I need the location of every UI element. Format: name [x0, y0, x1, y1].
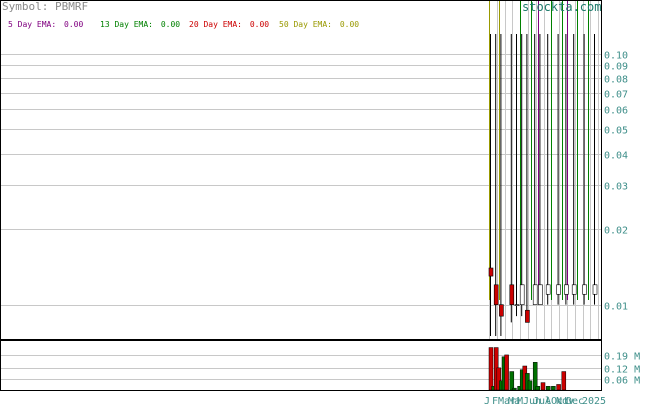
candlesticks [488, 34, 598, 336]
volume-bar [545, 386, 551, 391]
candle-body [488, 267, 494, 277]
ema-legend: 5 Day EMA: 0.00 13 Day EMA: 0.00 20 Day … [8, 20, 359, 29]
price-tick-label: 0.06 [604, 106, 628, 117]
price-axis: 0.100.09 0.08 0.07 0.06 0.05 0.04 0.03 0.02 0.01 [604, 51, 628, 313]
price-tick-label: 0.10 [604, 51, 628, 62]
legend-ema5-label: 5 Day EMA: [8, 20, 56, 29]
date-tick-label: J [484, 396, 490, 406]
price-tick-label: 0.01 [604, 302, 628, 313]
volume-bar [488, 347, 494, 391]
candle-body [499, 304, 504, 317]
volume-bar [512, 387, 517, 391]
candle-body [582, 284, 587, 295]
volume-bars [488, 347, 567, 391]
legend-ema13-label: 13 Day EMA: [100, 20, 153, 29]
candle-body [532, 284, 538, 305]
symbol-label: Symbol: PBMRF [2, 0, 88, 13]
candle-body [564, 284, 569, 295]
volume-axis: 0.19 M 0.12 M0.06 M [604, 352, 640, 387]
volume-bar [527, 380, 533, 391]
volume-bar [532, 362, 538, 391]
candle-body [592, 284, 598, 295]
candle-body [525, 309, 530, 323]
volume-bar [509, 371, 515, 391]
candle-body [514, 304, 520, 306]
volume-tick-label: 0.19 M [604, 352, 640, 363]
legend-ema50-label: 50 Day EMA: [279, 20, 332, 29]
price-tick-label: 0.08 [604, 75, 628, 86]
candle-body [538, 284, 543, 305]
volume-bar [496, 367, 502, 391]
legend-ema20-label: 20 Day EMA: [189, 20, 242, 29]
date-tick-label: Nov [556, 396, 574, 406]
volume-bar [551, 386, 556, 391]
date-tick-label: AOct [545, 396, 569, 406]
legend-ema20-value: 0.00 [250, 20, 269, 29]
candle-body [493, 284, 499, 305]
volume-bar [556, 384, 561, 391]
volume-bar [540, 382, 546, 391]
ema-lines [489, 1, 589, 300]
price-tick-label: 0.09 [604, 62, 628, 73]
legend-ema5: 5 Day EMA: 0.00 [8, 20, 83, 29]
volume-bar [535, 386, 541, 391]
price-tick-label: 0.03 [604, 182, 628, 193]
date-tick-label: MJun [517, 396, 541, 406]
legend-ema50-value: 0.00 [340, 20, 359, 29]
price-tick-label: 0.05 [604, 126, 628, 137]
price-tick-label: 0.04 [604, 151, 628, 162]
price-tick-label: 0.07 [604, 90, 628, 101]
candle-body [545, 284, 551, 295]
date-tick-label: Jul [533, 396, 551, 406]
legend-ema13-value: 0.00 [161, 20, 180, 29]
legend-ema5-value: 0.00 [64, 20, 83, 29]
date-tick-label: Ma [508, 396, 520, 406]
candle-body [519, 284, 525, 305]
legend-ema13: 13 Day EMA: 0.00 [100, 20, 180, 29]
brand-watermark: stockta.com [522, 0, 601, 14]
volume-tick-label: 0.06 M [604, 376, 640, 387]
date-tick-label: 2025 [582, 396, 606, 406]
volume-tick-label: 0.12 M [604, 365, 640, 376]
candle-body [556, 284, 561, 295]
price-tick-label: 0.02 [604, 226, 628, 237]
legend-ema50: 50 Day EMA: 0.00 [279, 20, 359, 29]
candle-body [571, 284, 577, 295]
legend-ema20: 20 Day EMA: 0.00 [189, 20, 269, 29]
date-tick-label: Dec [566, 396, 584, 406]
candle-body [509, 284, 515, 305]
date-tick-label: FMar [492, 396, 516, 406]
volume-bar [561, 371, 567, 391]
volume-bar [504, 354, 509, 391]
